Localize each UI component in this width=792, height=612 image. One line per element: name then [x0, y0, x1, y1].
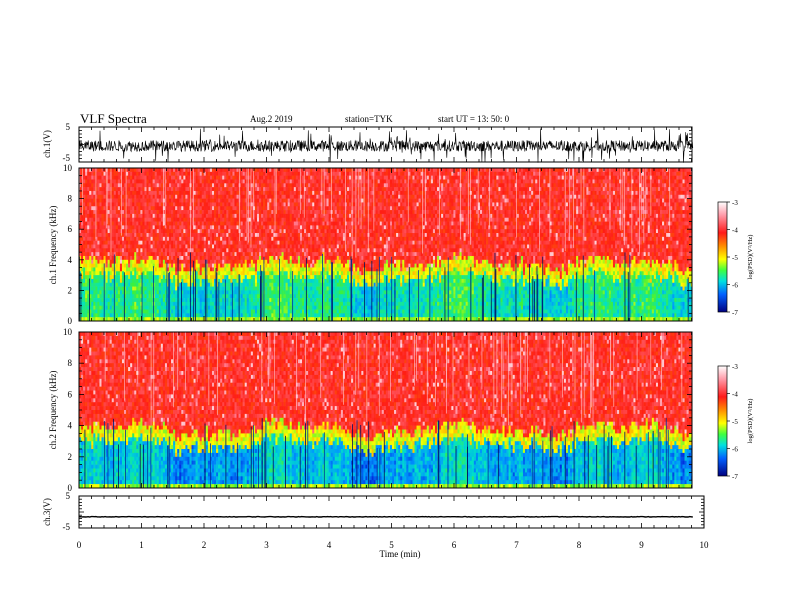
frequency-tick-label: 10: [63, 163, 73, 173]
colorbar-label: log(PSD)(V²/Hz): [747, 235, 754, 280]
header: VLF Spectra Aug.2 2019 station=TYK start…: [80, 111, 510, 126]
figure-title: VLF Spectra: [80, 111, 147, 126]
frequency-tick-label: 4: [68, 421, 73, 431]
ch1-spectrogram-ticks: [78, 167, 692, 322]
ch1-spectrogram-ylabel: ch.1 Frequency (kHz): [48, 206, 58, 285]
start-time-label: start UT = 13: 50: 0: [438, 114, 510, 124]
time-axis-tick-labels: 0 1 2 3 4 5 6 7 8 9 10: [77, 540, 709, 550]
frequency-tick-label: 6: [68, 224, 73, 234]
time-tick-label: 4: [327, 540, 332, 550]
ch1-waveform-ticks: [78, 126, 692, 163]
ch1-ytick-top: 5: [66, 122, 71, 132]
ch2-spectrogram-ticks: [78, 331, 692, 489]
ch2-spectrogram-ylabel: ch.2 Frequency (kHz): [48, 371, 58, 450]
frequency-tick-label: 10: [63, 327, 73, 337]
time-tick-label: 1: [139, 540, 144, 550]
ch1-waveform-trace: [78, 128, 694, 163]
station-label: station=TYK: [345, 114, 393, 124]
time-tick-label: 9: [639, 540, 644, 550]
ch3-waveform-panel: 5 -5 ch.3(V): [42, 491, 705, 532]
ch2-spectrogram-image: [79, 332, 692, 488]
time-tick-label: 0: [77, 540, 82, 550]
frequency-tick-label: 6: [68, 389, 73, 399]
frequency-tick-label: 2: [68, 285, 73, 295]
time-axis-label: Time (min): [380, 549, 421, 559]
ch1-spectrogram-image: [79, 168, 692, 321]
ch3-waveform-ylabel: ch.3(V): [42, 498, 52, 526]
ch3-waveform-ticks: [78, 495, 705, 529]
ch2-colorbar: -3 -4 -5 -6 -7 log(PSD)(V²/Hz): [717, 363, 754, 481]
colorbar-gradient: [717, 365, 728, 477]
ch3-ytick-bottom: -5: [63, 522, 71, 532]
colorbar-tick-label: -7: [732, 309, 738, 317]
ch2-spectrogram-ytick-labels: 0 2 4 6 8 10: [63, 327, 73, 493]
colorbar-tick-label: -5: [732, 418, 738, 426]
colorbar-tick-label: -7: [732, 473, 738, 481]
frequency-tick-label: 8: [68, 358, 73, 368]
colorbar-tick-label: -6: [732, 282, 738, 290]
ch1-spectrogram-ytick-labels: 0 2 4 6 8 10: [63, 163, 73, 326]
time-tick-label: 3: [264, 540, 269, 550]
ch1-spectrogram-panel: 0 2 4 6 8 10 ch.1 Frequency (kHz) -3 -4 -5 -6 -7 l…: [48, 163, 754, 326]
frequency-tick-label: 0: [68, 483, 73, 493]
frequency-tick-label: 4: [68, 255, 73, 265]
frequency-tick-label: 2: [68, 452, 73, 462]
colorbar-tick-label: -5: [732, 254, 738, 262]
ch1-ytick-bottom: -5: [63, 153, 71, 163]
ch3-ytick-top: 5: [66, 491, 71, 501]
colorbar-tick-label: -4: [732, 227, 738, 235]
ch1-colorbar: -3 -4 -5 -6 -7 log(PSD)(V²/Hz): [717, 199, 754, 317]
colorbar-tick-label: -6: [732, 446, 738, 454]
ch1-waveform-panel: 5 -5 ch.1(V): [42, 122, 694, 163]
time-tick-label: 10: [700, 540, 710, 550]
colorbar-label: log(PSD)(V²/Hz): [747, 399, 754, 444]
time-tick-label: 8: [577, 540, 582, 550]
ch2-spectrogram-panel: 0 2 4 6 8 10 ch.2 Frequency (kHz) -3 -4 -5 -6 -7 l…: [48, 327, 754, 493]
colorbar-gradient: [717, 201, 728, 313]
colorbar-tick-label: -4: [732, 391, 738, 399]
frequency-tick-label: 8: [68, 194, 73, 204]
time-tick-label: 5: [389, 540, 394, 550]
colorbar-tick-label: -3: [732, 363, 738, 371]
time-tick-label: 2: [202, 540, 207, 550]
time-tick-label: 7: [514, 540, 519, 550]
ch1-waveform-ylabel: ch.1(V): [42, 130, 52, 158]
colorbar-tick-label: -3: [732, 199, 738, 207]
time-tick-label: 6: [452, 540, 457, 550]
date-label: Aug.2 2019: [250, 114, 293, 124]
frequency-tick-label: 0: [68, 316, 73, 326]
